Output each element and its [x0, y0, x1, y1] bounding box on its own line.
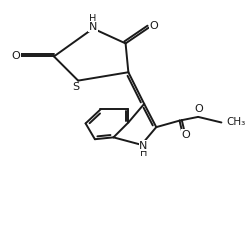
Text: N: N [89, 22, 97, 32]
Text: N: N [139, 141, 147, 151]
Text: H: H [140, 148, 147, 158]
Text: H: H [89, 14, 97, 24]
Text: CH₃: CH₃ [226, 118, 245, 128]
Text: S: S [73, 82, 80, 92]
Text: O: O [182, 130, 190, 140]
Text: O: O [149, 21, 158, 31]
Text: O: O [195, 104, 203, 114]
Text: O: O [12, 52, 20, 61]
